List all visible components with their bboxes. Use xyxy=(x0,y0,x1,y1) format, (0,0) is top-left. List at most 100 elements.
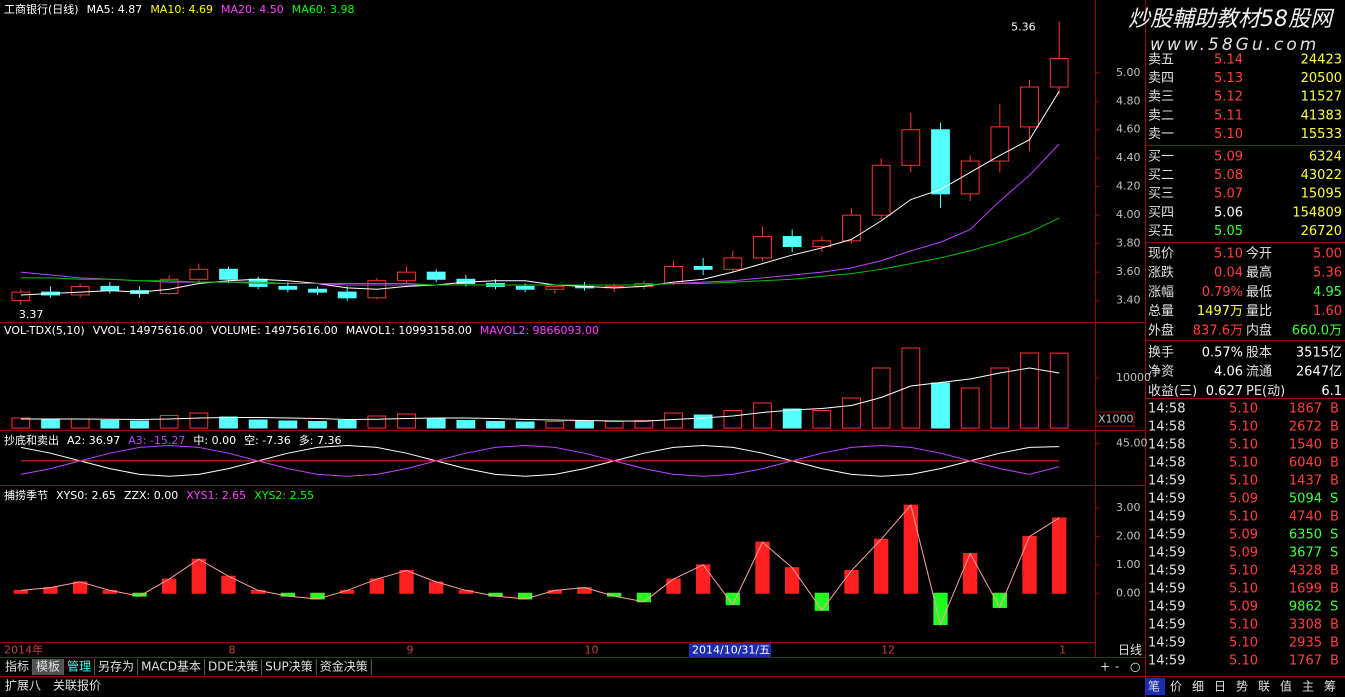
panel-header: MA10: 4.69 xyxy=(150,3,213,16)
quote-value: 837.6万 xyxy=(1193,323,1243,338)
book-volume: 26720 xyxy=(1301,224,1342,239)
trade-price: 5.10 xyxy=(1229,474,1258,489)
quote-label: 涨幅 xyxy=(1148,285,1174,300)
zoom-button[interactable]: + xyxy=(1100,660,1110,674)
candle-body xyxy=(278,285,298,290)
bar xyxy=(814,592,830,611)
bar xyxy=(873,538,889,594)
toolbar-button[interactable]: MACD基本 xyxy=(141,660,201,674)
tab[interactable]: 值 xyxy=(1280,679,1292,694)
book-label: 卖五 xyxy=(1148,53,1174,68)
max-label: 5.36 xyxy=(1011,21,1036,34)
trade-time: 14:59 xyxy=(1148,600,1185,615)
toolbar-button[interactable]: 管理 xyxy=(67,659,91,674)
y-tick-label: 10000 xyxy=(1116,371,1151,384)
trade-volume: 4740 xyxy=(1289,510,1322,525)
book-price: 5.07 xyxy=(1214,187,1243,202)
quote-label: 收益(三) xyxy=(1148,384,1197,399)
tab[interactable]: 笔 xyxy=(1148,679,1160,694)
trade-volume: 1867 xyxy=(1289,402,1322,417)
value-outline xyxy=(20,504,1060,627)
bar xyxy=(723,410,743,429)
panel-header: A2: 36.97 xyxy=(67,434,120,447)
bar xyxy=(901,347,921,429)
bar xyxy=(456,420,476,429)
tab[interactable]: 主 xyxy=(1302,680,1314,694)
unit-box xyxy=(1095,411,1135,427)
y-tick-label: 5.00 xyxy=(1116,66,1141,79)
indicator-line xyxy=(20,444,1060,477)
zoom-button[interactable]: ○ xyxy=(1130,660,1140,674)
quote-label: 现价 xyxy=(1148,247,1174,262)
toolbar-button[interactable]: 模板 xyxy=(36,660,60,674)
quote-label: 股本 xyxy=(1246,346,1272,361)
trade-side: B xyxy=(1330,654,1339,669)
bar xyxy=(1049,352,1069,429)
quote-value: 0.04 xyxy=(1214,266,1243,281)
panel-header: 捕捞季节 xyxy=(4,488,48,502)
y-tick-label: 0.00 xyxy=(1116,586,1141,599)
candle-body xyxy=(11,291,31,302)
book-price: 5.09 xyxy=(1214,150,1243,165)
trade-side: B xyxy=(1330,420,1339,435)
panel-header: 多: 7.36 xyxy=(299,433,342,447)
tab[interactable]: 筹 xyxy=(1324,680,1336,694)
book-label: 卖三 xyxy=(1148,90,1174,105)
trade-time: 14:59 xyxy=(1148,654,1185,669)
toolbar-active xyxy=(33,659,64,675)
book-price: 5.06 xyxy=(1214,205,1243,220)
bar xyxy=(308,421,327,429)
bar xyxy=(399,570,414,594)
x-tick-label: 2014年 xyxy=(4,643,43,657)
toolbar-button[interactable]: 关联报价 xyxy=(53,678,101,693)
toolbar-button[interactable]: 另存为 xyxy=(98,660,134,674)
trade-time: 14:59 xyxy=(1148,636,1185,651)
candle-body xyxy=(426,271,446,280)
trade-volume: 3677 xyxy=(1289,546,1322,561)
bar xyxy=(486,421,505,429)
watermark-title: 炒股輔助教材58股网 xyxy=(1128,7,1335,32)
trade-price: 5.10 xyxy=(1229,438,1258,453)
toolbar-button[interactable]: 指标 xyxy=(5,659,29,674)
bar xyxy=(1022,535,1037,594)
book-price: 5.12 xyxy=(1214,90,1243,105)
cursor-label: 2014/10/31/五 xyxy=(692,644,770,657)
panel-header: MAVOL1: 10993158.00 xyxy=(346,324,472,337)
tab[interactable]: 日 xyxy=(1214,680,1226,694)
quote-value: 5.00 xyxy=(1313,247,1342,262)
candle-body xyxy=(189,268,209,280)
trade-price: 5.09 xyxy=(1229,492,1258,507)
bar xyxy=(191,558,207,594)
panel-header: XYS0: 2.65 xyxy=(56,489,116,502)
indicator-line xyxy=(20,367,1060,422)
tab[interactable]: 势 xyxy=(1236,680,1248,694)
tab[interactable]: 联 xyxy=(1258,680,1270,694)
bar xyxy=(990,367,1010,429)
tab[interactable]: 细 xyxy=(1192,680,1204,694)
book-price: 5.10 xyxy=(1214,127,1243,142)
trade-side: S xyxy=(1330,546,1338,561)
toolbar-button[interactable]: 扩展八 xyxy=(5,679,41,693)
toolbar-button[interactable]: 资金决策 xyxy=(320,659,368,674)
trade-time: 14:59 xyxy=(1148,618,1185,633)
bar xyxy=(159,415,179,429)
trade-price: 5.10 xyxy=(1229,618,1258,633)
book-volume: 15533 xyxy=(1301,127,1342,142)
min-label: 3.37 xyxy=(19,308,44,321)
bar xyxy=(903,504,919,594)
zoom-button[interactable]: - xyxy=(1115,660,1119,674)
quote-label: 最低 xyxy=(1246,285,1272,300)
book-label: 买二 xyxy=(1148,168,1174,183)
toolbar-button[interactable]: SUP决策 xyxy=(265,660,313,674)
candle-body xyxy=(871,164,891,216)
x-tick-label: 8 xyxy=(229,644,236,657)
book-price: 5.08 xyxy=(1214,168,1243,183)
book-label: 卖一 xyxy=(1148,127,1174,142)
trade-time: 14:58 xyxy=(1148,456,1185,471)
candle-body xyxy=(397,271,416,282)
watermark-url: www.58Gu.com xyxy=(1150,35,1319,55)
tab[interactable]: 价 xyxy=(1170,680,1182,694)
trade-time: 14:58 xyxy=(1148,402,1185,417)
toolbar-button[interactable]: DDE决策 xyxy=(208,660,258,674)
